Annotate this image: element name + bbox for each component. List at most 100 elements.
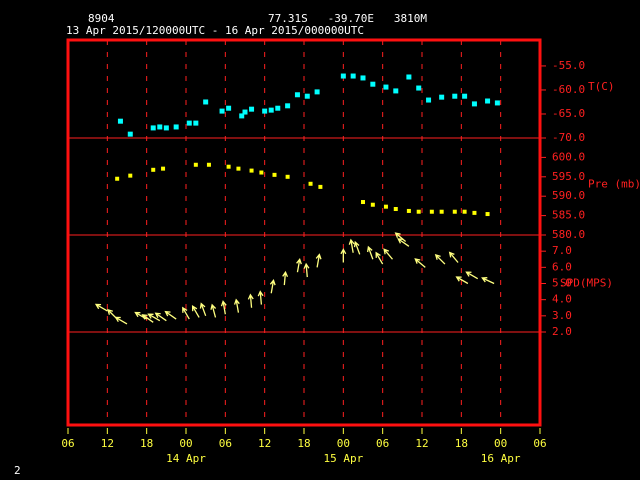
- data-point: [161, 166, 166, 171]
- y-tick-label: 5.0: [552, 277, 572, 290]
- period: 13 Apr 2015/120000UTC - 16 Apr 2015/0000…: [66, 24, 364, 37]
- y-tick-label: 7.0: [552, 244, 572, 257]
- data-point: [383, 204, 388, 209]
- data-point: [314, 89, 320, 95]
- data-point: [226, 164, 231, 169]
- data-point: [259, 170, 264, 175]
- data-point: [361, 200, 365, 205]
- y-tick-label: 2.0: [552, 325, 572, 338]
- y-axis-label: T(C): [588, 80, 615, 93]
- data-point: [452, 93, 458, 99]
- x-tick-label: 06: [533, 437, 546, 450]
- wind-arrow: [282, 270, 289, 286]
- data-point: [472, 210, 477, 215]
- data-point: [462, 93, 468, 99]
- data-point: [426, 97, 432, 103]
- wind-arrow: [465, 271, 479, 280]
- data-point: [471, 101, 477, 107]
- data-point: [127, 131, 133, 137]
- data-point: [157, 124, 163, 130]
- data-point: [429, 209, 434, 214]
- data-point: [439, 209, 444, 214]
- wind-arrow: [434, 253, 446, 265]
- x-tick-label: 00: [337, 437, 350, 450]
- data-point: [416, 209, 421, 214]
- data-point: [239, 113, 245, 119]
- x-tick-label: 00: [494, 437, 507, 450]
- data-point: [370, 81, 376, 87]
- wind-arrow: [114, 316, 128, 325]
- wind-arrow: [94, 303, 108, 312]
- wind-arrow: [353, 240, 361, 255]
- y-tick-label: -65.0: [552, 107, 585, 120]
- data-point: [383, 84, 389, 90]
- wind-arrow: [233, 298, 240, 313]
- wind-arrow: [414, 258, 426, 268]
- wind-arrow: [394, 232, 407, 242]
- wind-arrow: [154, 312, 167, 322]
- data-point: [406, 74, 412, 80]
- x-tick-label: 18: [455, 437, 468, 450]
- data-point: [163, 125, 169, 131]
- x-tick-label: 18: [297, 437, 310, 450]
- y-tick-label: -60.0: [552, 83, 585, 96]
- data-point: [485, 98, 491, 104]
- wind-arrow: [247, 293, 254, 308]
- wind-arrow: [340, 248, 347, 263]
- wind-arrow: [303, 262, 310, 278]
- data-point: [452, 209, 457, 214]
- wind-arrow: [164, 310, 177, 320]
- wind-arrow: [296, 258, 302, 273]
- station-location: 77.31S -39.70E 3810M: [268, 12, 427, 25]
- wind-arrow: [257, 290, 264, 305]
- wind-arrow: [220, 300, 227, 315]
- data-point: [318, 184, 323, 189]
- wind-arrow: [375, 251, 384, 265]
- station-id: 8904: [88, 12, 115, 25]
- y-tick-label: 6.0: [552, 260, 572, 273]
- x-tick-label: 12: [101, 437, 114, 450]
- y-axis-label: Pre (mb): [588, 178, 640, 191]
- data-point: [117, 118, 123, 124]
- y-tick-label: 3.0: [552, 309, 572, 322]
- data-point: [226, 105, 232, 111]
- wind-arrow: [210, 303, 217, 318]
- wind-arrow: [269, 279, 276, 294]
- data-point: [203, 99, 209, 105]
- data-point: [242, 109, 248, 115]
- data-point: [151, 167, 156, 172]
- data-point: [193, 120, 199, 126]
- day-label: 14 Apr: [166, 452, 206, 465]
- frame: [66, 38, 542, 427]
- data-point: [393, 207, 398, 212]
- data-point: [249, 168, 254, 173]
- day-label: 15 Apr: [323, 452, 363, 465]
- wind-arrow: [383, 248, 393, 260]
- data-point: [350, 73, 356, 79]
- x-tick-label: 06: [376, 437, 389, 450]
- wind-arrow: [448, 251, 459, 263]
- x-tick-label: 06: [61, 437, 74, 450]
- data-point: [294, 92, 300, 98]
- data-point: [275, 105, 281, 111]
- data-point: [249, 106, 255, 112]
- day-label: 16 Apr: [481, 452, 521, 465]
- x-tick-label: 12: [415, 437, 428, 450]
- data-point: [128, 173, 133, 178]
- y-tick-label: 600.0: [552, 150, 585, 163]
- data-point: [340, 73, 346, 79]
- y-tick-label: 4.0: [552, 293, 572, 306]
- data-point: [206, 162, 211, 167]
- data-point: [219, 108, 225, 114]
- wind-arrow: [199, 302, 207, 317]
- data-point: [393, 88, 399, 94]
- data-point: [285, 103, 291, 109]
- y-tick-label: 590.0: [552, 189, 585, 202]
- y-tick-label: 595.0: [552, 170, 585, 183]
- data-point: [406, 208, 411, 213]
- y-tick-label: -55.0: [552, 59, 585, 72]
- data-point: [462, 209, 467, 214]
